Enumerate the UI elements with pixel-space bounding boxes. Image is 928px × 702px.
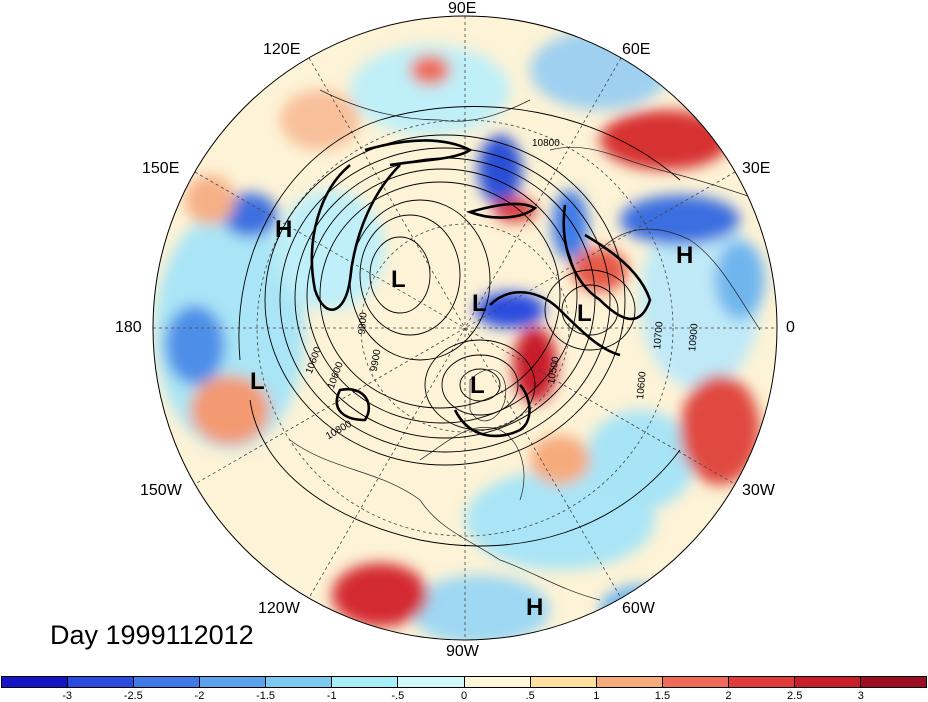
jet-contours: [310, 139, 652, 438]
lon-label-150e: 150E: [142, 160, 180, 177]
low-center: L: [470, 372, 485, 399]
colorbar-swatch: [398, 677, 465, 687]
high-center: H: [676, 242, 694, 269]
colorbar-swatch: [794, 677, 862, 687]
high-center: H: [275, 216, 293, 243]
lon-label-120e: 120E: [263, 41, 301, 58]
colorbar-tick-label: .5: [525, 690, 535, 702]
contour-label: 10800: [532, 138, 560, 149]
colorbar-swatch: [662, 677, 729, 687]
colorbar-tick-label: 2: [725, 690, 732, 702]
colorbar-swatch: [200, 677, 267, 687]
colorbar-swatch: [464, 677, 531, 687]
colorbar-tick-label: 2.5: [787, 690, 803, 702]
colorbar-swatch: [728, 677, 795, 687]
lon-label-60w: 60W: [622, 600, 655, 617]
low-center: L: [577, 300, 592, 327]
lon-label-60e: 60E: [622, 41, 651, 58]
lon-label-150w: 150W: [140, 482, 182, 499]
colorbar-tick-label: -.5: [391, 690, 405, 702]
lon-label-180: 180: [115, 319, 142, 336]
colorbar-swatch: [134, 677, 201, 687]
colorbar-swatch: [596, 677, 663, 687]
colorbar-swatch: [332, 677, 399, 687]
contour-label: 9800: [356, 311, 370, 336]
colorbar-swatch: [861, 677, 927, 687]
low-center: L: [250, 368, 265, 395]
lon-label-90w: 90W: [446, 643, 479, 660]
lon-label-120w: 120W: [258, 600, 300, 617]
lon-label-30e: 30E: [742, 160, 771, 177]
colorbar-tick-label: 1.5: [654, 690, 671, 702]
high-center: H: [526, 594, 544, 621]
colorbar-tick-label: -2: [194, 690, 205, 702]
colorbar-tick-label: 3: [857, 690, 864, 702]
date-title: Day 1999112012: [50, 620, 254, 650]
colorbar-swatch: [530, 677, 597, 687]
colorbar-tick-label: 1: [593, 690, 600, 702]
colorbar-swatch: [68, 677, 135, 687]
height-contours: [238, 106, 681, 547]
colorbar: [1, 676, 927, 688]
low-center: L: [472, 290, 487, 317]
lon-label-90e: 90E: [448, 0, 477, 17]
colorbar-tick-label: -2.5: [123, 690, 143, 702]
colorbar-tick-label: -3: [62, 690, 73, 702]
colorbar-tick-label: -1.5: [256, 690, 276, 702]
colorbar-swatch: [2, 677, 69, 687]
polar-map: [152, 15, 778, 641]
colorbar-tick-label: -1: [326, 690, 337, 702]
coastlines: [289, 89, 761, 601]
lon-label-0: 0: [786, 319, 795, 336]
colorbar-swatch: [266, 677, 333, 687]
colorbar-tick-label: 0: [460, 690, 468, 702]
map-boundary: [152, 15, 778, 641]
lon-label-30w: 30W: [742, 482, 775, 499]
low-center: L: [391, 266, 406, 293]
